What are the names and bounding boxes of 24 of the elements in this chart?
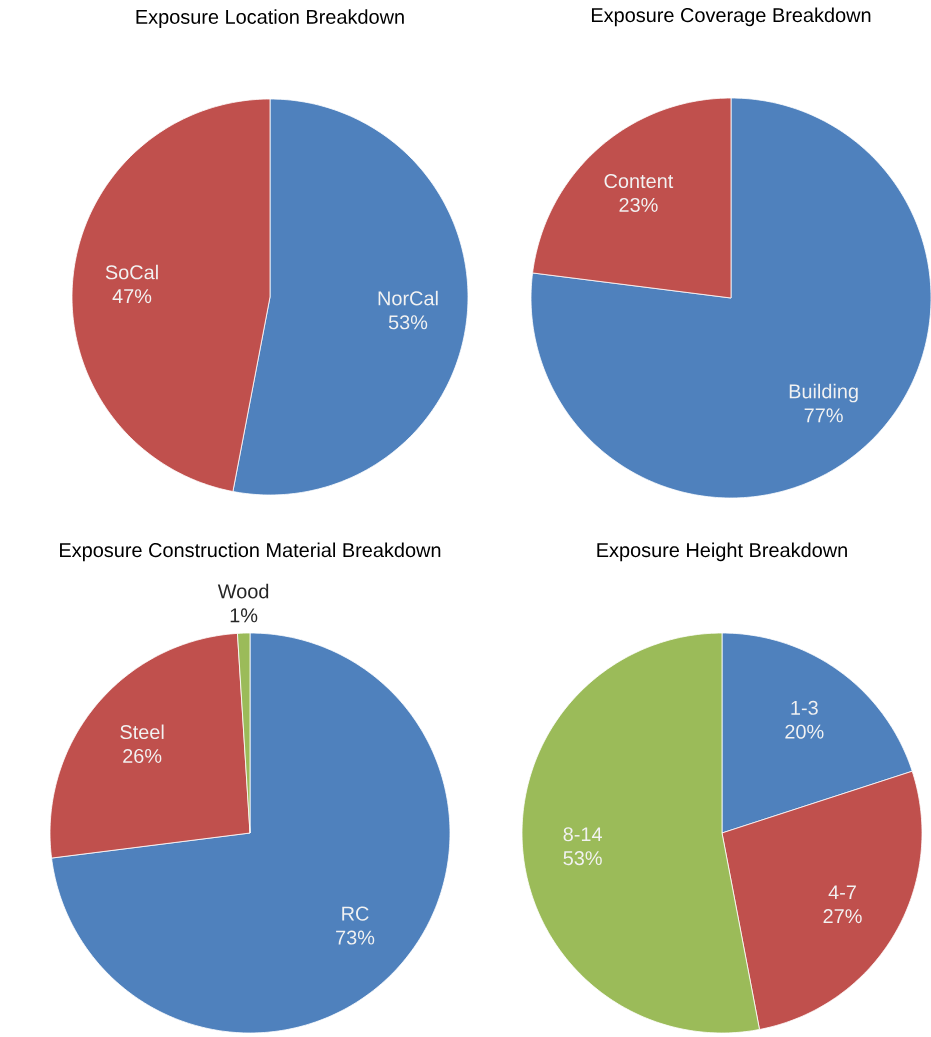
slice-label: 1-3 [791, 700, 818, 715]
slice-label: 8-14 [563, 827, 602, 842]
slice-label: Content [604, 173, 674, 189]
data-label: 27% [823, 909, 862, 924]
data-label: 47% [112, 289, 152, 304]
data-label: 53% [563, 851, 602, 866]
slice-label: Wood [217, 583, 269, 599]
slice-label: Building [789, 383, 858, 403]
slice-label: Steel [120, 724, 164, 740]
chart-title: Exposure Height Breakdown [597, 542, 847, 562]
chart-title: Exposure Construction Material Breakdown [60, 542, 441, 562]
data-label: 53% [388, 315, 428, 330]
data-label: 1% [230, 608, 258, 623]
slice-label: 4-7 [828, 885, 856, 900]
data-label: 26% [123, 748, 162, 764]
data-label: 20% [785, 724, 824, 739]
chart-title: Exposure Location Breakdown [136, 9, 404, 28]
chart-title: Exposure Coverage Breakdown [591, 7, 871, 27]
data-label: 23% [619, 197, 658, 212]
data-label: 77% [804, 408, 843, 423]
data-label: 73% [336, 930, 375, 945]
slice-label: SoCal [105, 264, 158, 280]
slice-label: RC [342, 906, 369, 921]
slice-label: NorCal [378, 290, 438, 306]
